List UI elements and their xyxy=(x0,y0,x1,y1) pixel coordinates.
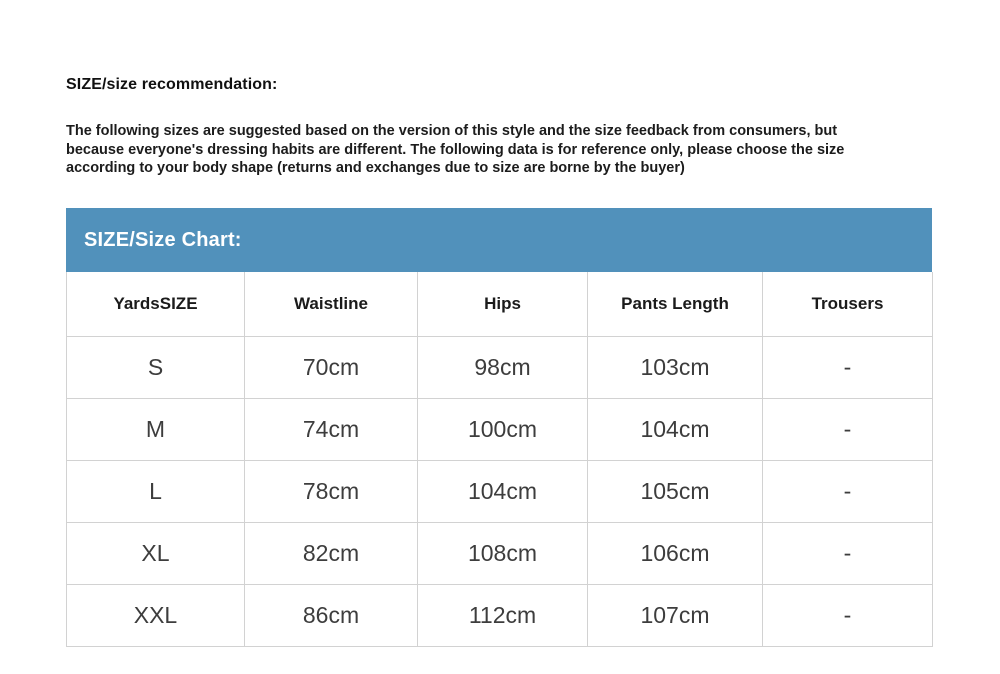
table-cell-size: L xyxy=(66,459,245,523)
table-header-row: YardsSIZE Waistline Hips Pants Length Tr… xyxy=(66,272,933,337)
table-cell: - xyxy=(762,583,933,647)
column-header-hips: Hips xyxy=(417,272,588,337)
column-header-trousers: Trousers xyxy=(762,272,933,337)
table-cell: 100cm xyxy=(417,397,588,461)
table-cell: 86cm xyxy=(244,583,418,647)
table-cell: 82cm xyxy=(244,521,418,585)
table-cell: 103cm xyxy=(587,335,763,399)
table-cell: - xyxy=(762,397,933,461)
table-cell-size: S xyxy=(66,335,245,399)
size-chart-table: YardsSIZE Waistline Hips Pants Length Tr… xyxy=(66,272,933,647)
table-cell-size: M xyxy=(66,397,245,461)
table-cell: 104cm xyxy=(417,459,588,523)
table-cell: - xyxy=(762,335,933,399)
table-cell: 78cm xyxy=(244,459,418,523)
table-row: L 78cm 104cm 105cm - xyxy=(66,459,933,523)
table-cell: 104cm xyxy=(587,397,763,461)
table-cell: 112cm xyxy=(417,583,588,647)
disclaimer-line: The following sizes are suggested based … xyxy=(66,123,838,139)
disclaimer-paragraph: The following sizes are suggested based … xyxy=(66,122,906,178)
table-cell: 105cm xyxy=(587,459,763,523)
size-chart-title-bar: SIZE/Size Chart: xyxy=(66,208,932,272)
disclaimer-line: according to your body shape (returns an… xyxy=(66,160,685,176)
table-cell: 106cm xyxy=(587,521,763,585)
disclaimer-line: because everyone's dressing habits are d… xyxy=(66,141,845,158)
table-row: S 70cm 98cm 103cm - xyxy=(66,335,933,399)
column-header-pants-length: Pants Length xyxy=(587,272,763,337)
column-header-size: YardsSIZE xyxy=(66,272,245,337)
table-row: XL 82cm 108cm 106cm - xyxy=(66,521,933,585)
table-cell: 74cm xyxy=(244,397,418,461)
table-cell: 98cm xyxy=(417,335,588,399)
table-row: XXL 86cm 112cm 107cm - xyxy=(66,583,933,647)
table-row: M 74cm 100cm 104cm - xyxy=(66,397,933,461)
table-cell: - xyxy=(762,459,933,523)
table-cell-size: XL xyxy=(66,521,245,585)
table-cell: 107cm xyxy=(587,583,763,647)
table-cell: 108cm xyxy=(417,521,588,585)
table-cell-size: XXL xyxy=(66,583,245,647)
column-header-waistline: Waistline xyxy=(244,272,418,337)
size-chart-title: SIZE/Size Chart: xyxy=(84,228,242,251)
table-cell: - xyxy=(762,521,933,585)
table-cell: 70cm xyxy=(244,335,418,399)
section-heading: SIZE/size recommendation: xyxy=(66,76,278,93)
